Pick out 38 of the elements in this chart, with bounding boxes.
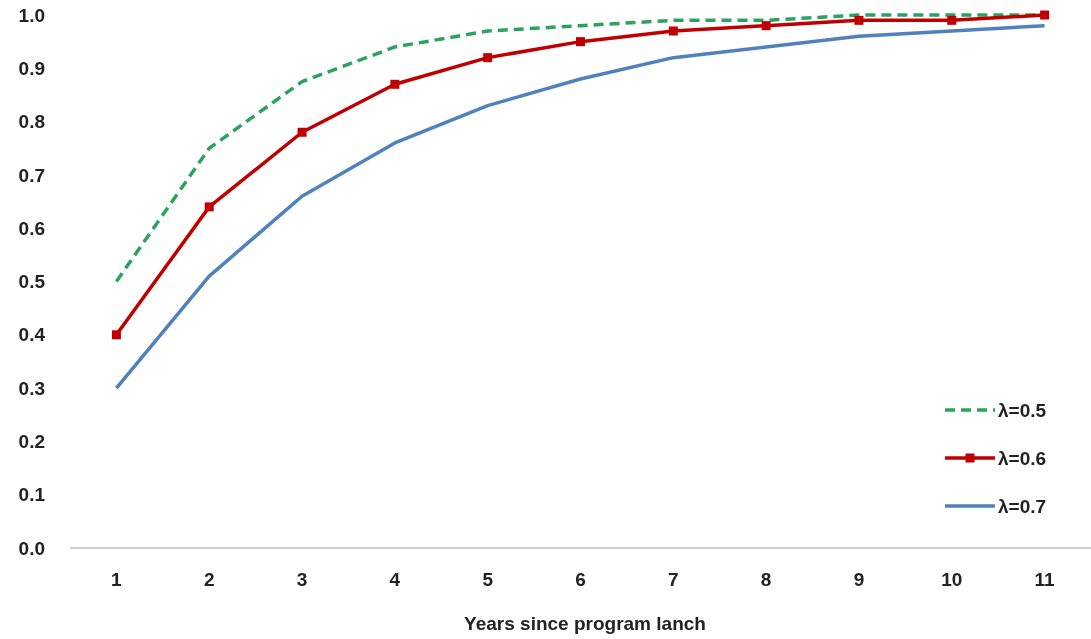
point — [668, 26, 678, 36]
y-tick-label: 0.3 — [18, 377, 45, 399]
legend-label: λ=0.6 — [998, 447, 1047, 469]
x-tick-label: 2 — [203, 569, 215, 590]
point — [111, 330, 121, 340]
y-tick-label: 0.5 — [18, 271, 46, 293]
x-tick-label: 7 — [668, 569, 679, 590]
point — [390, 79, 400, 89]
point — [761, 21, 771, 31]
x-tick-label: 6 — [575, 569, 586, 590]
point — [576, 37, 585, 47]
y-tick-label: 1.0 — [18, 4, 45, 26]
point — [483, 53, 493, 63]
x-tick-label: 1 — [111, 569, 123, 590]
legend-label: λ=0.7 — [998, 495, 1047, 517]
point — [854, 15, 864, 25]
y-tick-label: 0.7 — [18, 164, 45, 186]
point — [947, 15, 957, 25]
line-series — [114, 23, 1047, 390]
x-tick-label: 11 — [1034, 569, 1056, 590]
point — [204, 202, 214, 212]
x-tick-label: 3 — [296, 569, 308, 590]
x-tick-label: 8 — [760, 569, 772, 590]
y-tick-label: 0.9 — [18, 57, 45, 79]
y-tick-label: 0.2 — [18, 431, 45, 453]
y-tick-label: 0.4 — [18, 324, 46, 346]
x-tick-label: 10 — [941, 569, 963, 590]
point — [297, 127, 307, 137]
x-axis-title: Years since program lanch — [464, 613, 706, 634]
legend-label: λ=0.5 — [998, 399, 1047, 421]
y-tick-label: 0.0 — [18, 537, 45, 559]
x-tick-label: 5 — [482, 569, 494, 590]
y-tick-label: 0.8 — [18, 111, 45, 133]
x-tick-label: 9 — [853, 569, 865, 590]
x-tick-label: 4 — [389, 569, 401, 590]
point — [1040, 10, 1050, 20]
y-tick-label: 0.1 — [18, 484, 46, 506]
y-tick-label: 0.6 — [18, 217, 45, 239]
